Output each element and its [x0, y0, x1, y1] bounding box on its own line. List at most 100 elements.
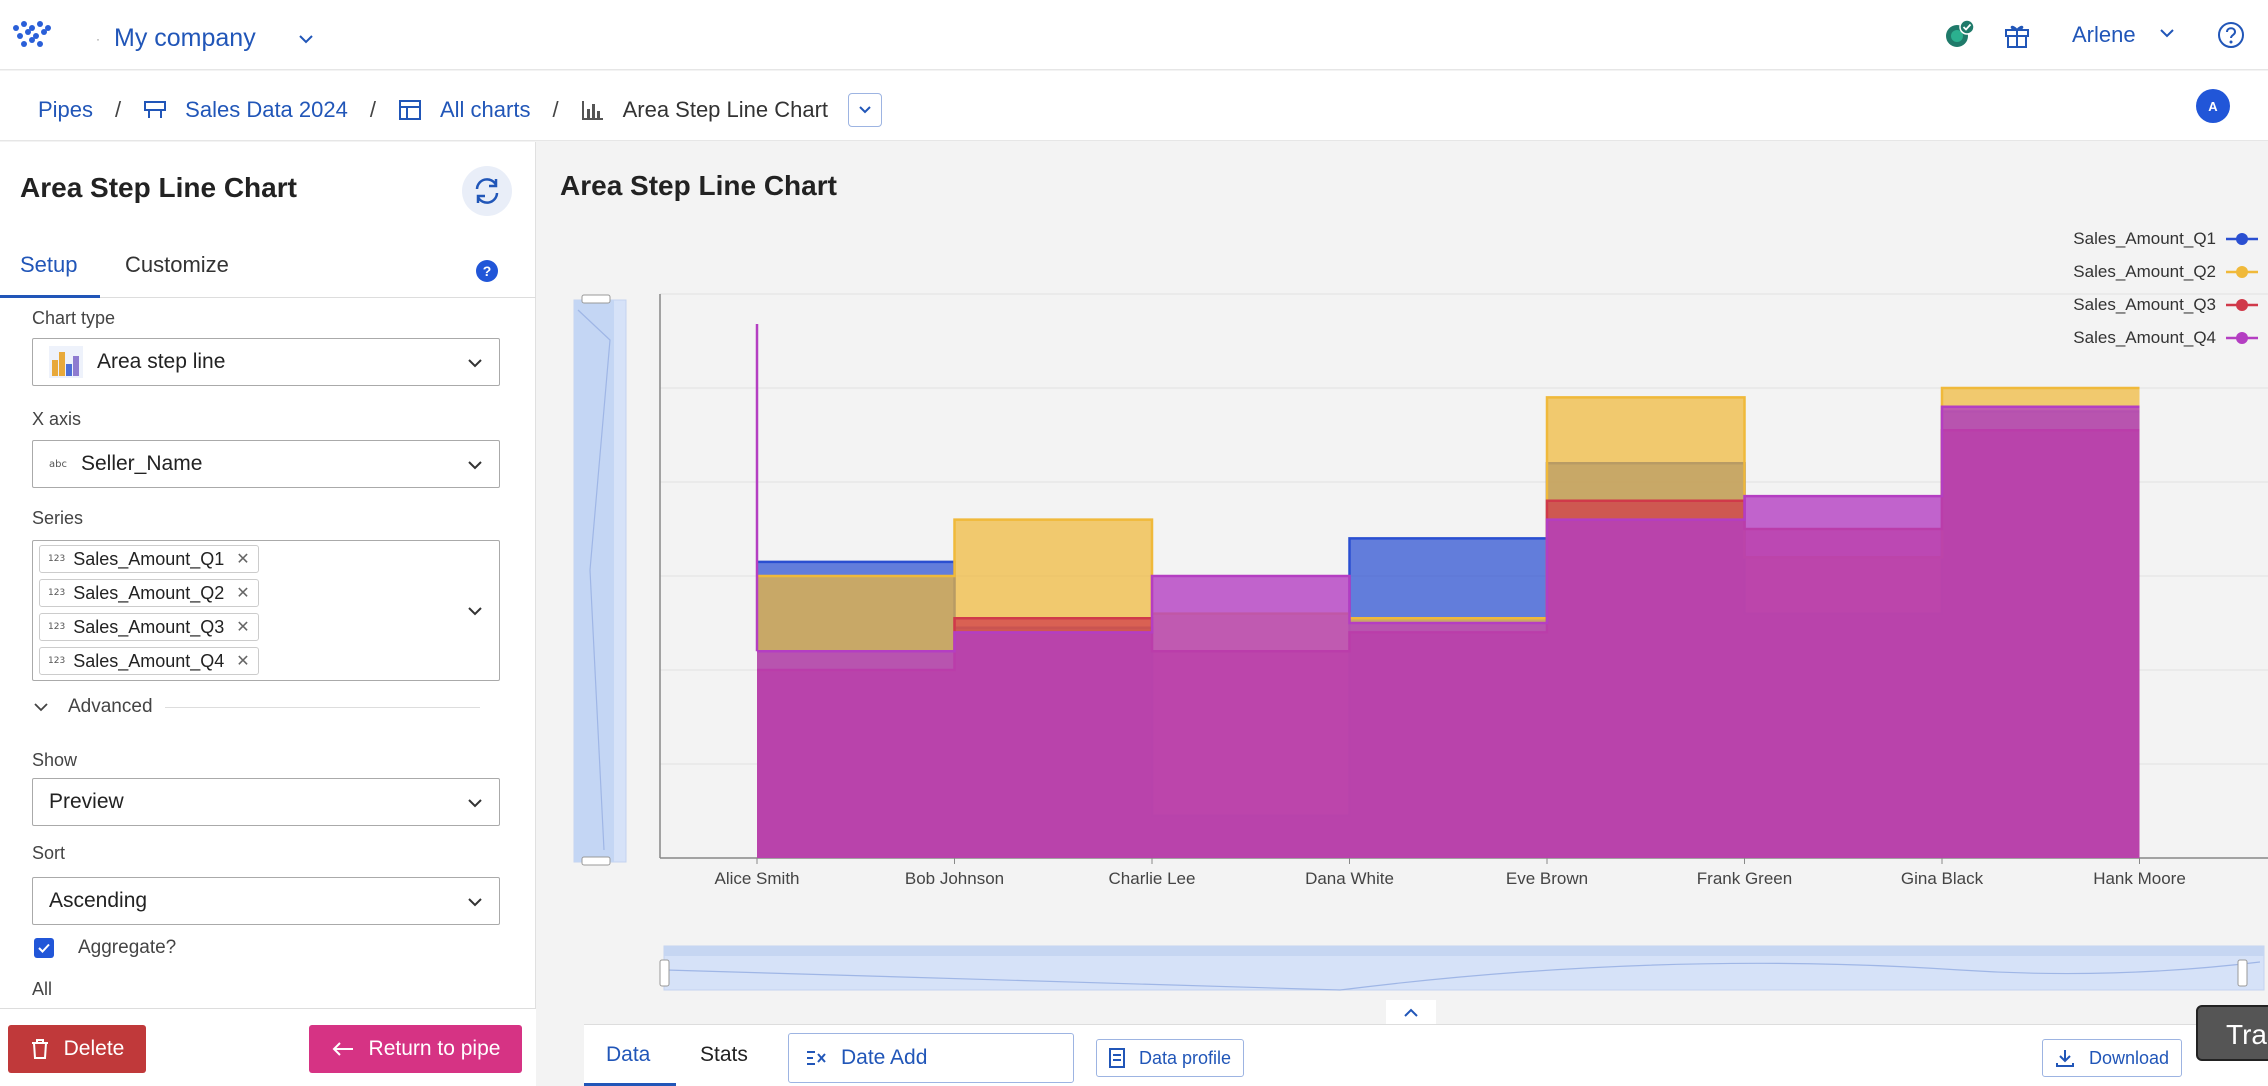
x-axis-label: X axis — [32, 409, 82, 429]
document-icon — [1109, 1048, 1125, 1068]
show-value: Preview — [49, 790, 124, 813]
number-type-icon: 123 — [48, 656, 66, 666]
vertical-slider-preview — [577, 309, 611, 851]
breadcrumb-dropdown[interactable] — [848, 93, 883, 127]
x-tick-label: Charlie Lee — [1109, 869, 1196, 888]
breadcrumb-dataset[interactable]: Sales Data 2024 — [185, 97, 348, 122]
legend-swatch — [2226, 232, 2258, 245]
series-chip-label: Sales_Amount_Q4 — [73, 650, 225, 671]
gift-icon[interactable] — [2002, 20, 2032, 50]
breadcrumb-pipes[interactable]: Pipes — [38, 97, 94, 122]
breadcrumb: Pipes / Sales Data 2024 / All charts / A… — [0, 71, 2268, 141]
aggregate-row: Aggregate? — [34, 937, 176, 959]
x-axis-select[interactable]: abc Seller_Name — [32, 440, 500, 488]
x-tick-label: Dana White — [1305, 869, 1394, 888]
legend-item[interactable]: Sales_Amount_Q3 — [1990, 288, 2260, 321]
series-chip[interactable]: 123 Sales_Amount_Q2 ✕ — [39, 579, 259, 607]
return-to-pipe-button[interactable]: Return to pipe — [309, 1025, 522, 1073]
horizontal-zoom-slider[interactable] — [659, 945, 2265, 991]
tooltip-text: Tras — [2226, 1019, 2268, 1050]
user-menu[interactable]: Arlene — [2072, 22, 2136, 47]
tab-data[interactable]: Data — [606, 1043, 651, 1066]
chevron-down-icon — [34, 703, 48, 712]
config-tabs: Setup Customize — [0, 236, 536, 298]
close-icon[interactable]: ✕ — [236, 619, 250, 636]
date-add-label: Date Add — [841, 1046, 928, 1069]
series-label: Series — [32, 508, 84, 528]
series-chip[interactable]: 123 Sales_Amount_Q4 ✕ — [39, 647, 259, 675]
company-dot: · — [96, 31, 100, 46]
legend-item[interactable]: Sales_Amount_Q4 — [1990, 321, 2260, 354]
date-add-button[interactable]: Date Add — [788, 1033, 1074, 1083]
tab-active-indicator — [584, 1083, 676, 1086]
delete-label: Delete — [63, 1037, 125, 1060]
series-chip[interactable]: 123 Sales_Amount_Q1 ✕ — [39, 545, 259, 573]
chevron-down-icon — [468, 461, 482, 470]
chart-type-value: Area step line — [97, 350, 226, 373]
legend-item[interactable]: Sales_Amount_Q2 — [1990, 255, 2260, 288]
horizontal-slider-handle-left — [659, 959, 670, 987]
aggregate-checkbox[interactable] — [34, 938, 54, 958]
checkmark-icon — [38, 943, 50, 953]
collapse-data-panel-button[interactable] — [1386, 1000, 1436, 1026]
series-multiselect[interactable]: 123 Sales_Amount_Q1 ✕ 123 Sales_Amount_Q… — [32, 540, 500, 681]
chart-legend: Sales_Amount_Q1 Sales_Amount_Q2 Sales_Amou… — [1990, 222, 2260, 354]
chart-type-select[interactable]: Area step line — [32, 338, 500, 386]
legend-item[interactable]: Sales_Amount_Q1 — [1990, 222, 2260, 255]
chevron-down-icon — [468, 898, 482, 907]
avatar[interactable]: A — [2196, 89, 2230, 123]
number-type-icon: 123 — [48, 588, 66, 598]
chevron-down-icon[interactable] — [2156, 22, 2178, 44]
app-logo-icon[interactable] — [10, 18, 54, 52]
tab-stats[interactable]: Stats — [700, 1043, 748, 1066]
x-tick-label: Gina Black — [1901, 869, 1984, 888]
legend-swatch — [2226, 298, 2258, 311]
x-tick-label: Hank Moore — [2093, 869, 2186, 888]
chevron-down-icon — [859, 106, 871, 114]
aggregate-label: Aggregate? — [78, 937, 177, 958]
arrow-left-icon — [332, 1042, 353, 1056]
sort-label: Sort — [32, 843, 66, 863]
delete-button[interactable]: Delete — [8, 1025, 146, 1073]
status-check-icon[interactable] — [1944, 20, 1974, 50]
series-area-Sales_Amount_Q4 — [757, 406, 2140, 858]
company-selector[interactable]: · My company — [96, 24, 316, 53]
vertical-zoom-slider[interactable] — [573, 294, 627, 866]
series-chip-label: Sales_Amount_Q1 — [73, 548, 225, 569]
help-icon[interactable] — [2216, 20, 2246, 50]
data-profile-button[interactable]: Data profile — [1096, 1039, 1245, 1077]
chart-title: Area Step Line Chart — [560, 170, 837, 201]
company-name: My company — [114, 24, 256, 52]
sort-select[interactable]: Ascending — [32, 877, 500, 925]
x-axis-value: Seller_Name — [80, 452, 203, 475]
chart-type-label: Chart type — [32, 308, 116, 328]
help-icon[interactable]: ? — [476, 260, 498, 282]
series-chip-label: Sales_Amount_Q3 — [73, 616, 225, 637]
show-select[interactable]: Preview — [32, 778, 500, 826]
show-label: Show — [32, 750, 78, 770]
legend-label: Sales_Amount_Q4 — [2073, 327, 2216, 347]
return-label: Return to pipe — [368, 1037, 501, 1060]
breadcrumb-all-charts[interactable]: All charts — [439, 97, 531, 122]
chevron-down-icon — [299, 34, 313, 43]
chevron-down-icon — [468, 799, 482, 808]
series-chip[interactable]: 123 Sales_Amount_Q3 ✕ — [39, 613, 259, 641]
dataset-icon — [144, 101, 167, 118]
chevron-down-icon — [468, 359, 482, 368]
close-icon[interactable]: ✕ — [236, 551, 250, 568]
close-icon[interactable]: ✕ — [236, 653, 250, 670]
vertical-slider-handle-bottom — [581, 856, 611, 866]
x-tick-label: Eve Brown — [1506, 869, 1588, 888]
download-button[interactable]: Download — [2042, 1039, 2183, 1077]
breadcrumb-current: Area Step Line Chart — [622, 97, 829, 122]
x-tick-label: Alice Smith — [714, 869, 799, 888]
close-icon[interactable]: ✕ — [236, 585, 250, 602]
vertical-slider-fill — [574, 300, 614, 862]
series-line-Sales_Amount_Q4 — [757, 405, 2140, 653]
tab-customize[interactable]: Customize — [125, 252, 229, 277]
data-panel-bar: Data Stats Date Add Data profile Downloa… — [584, 1024, 2268, 1086]
tab-setup[interactable]: Setup — [20, 252, 78, 277]
refresh-button[interactable] — [462, 166, 512, 216]
panel-title: Area Step Line Chart — [20, 172, 297, 203]
advanced-toggle[interactable]: Advanced — [32, 696, 480, 718]
